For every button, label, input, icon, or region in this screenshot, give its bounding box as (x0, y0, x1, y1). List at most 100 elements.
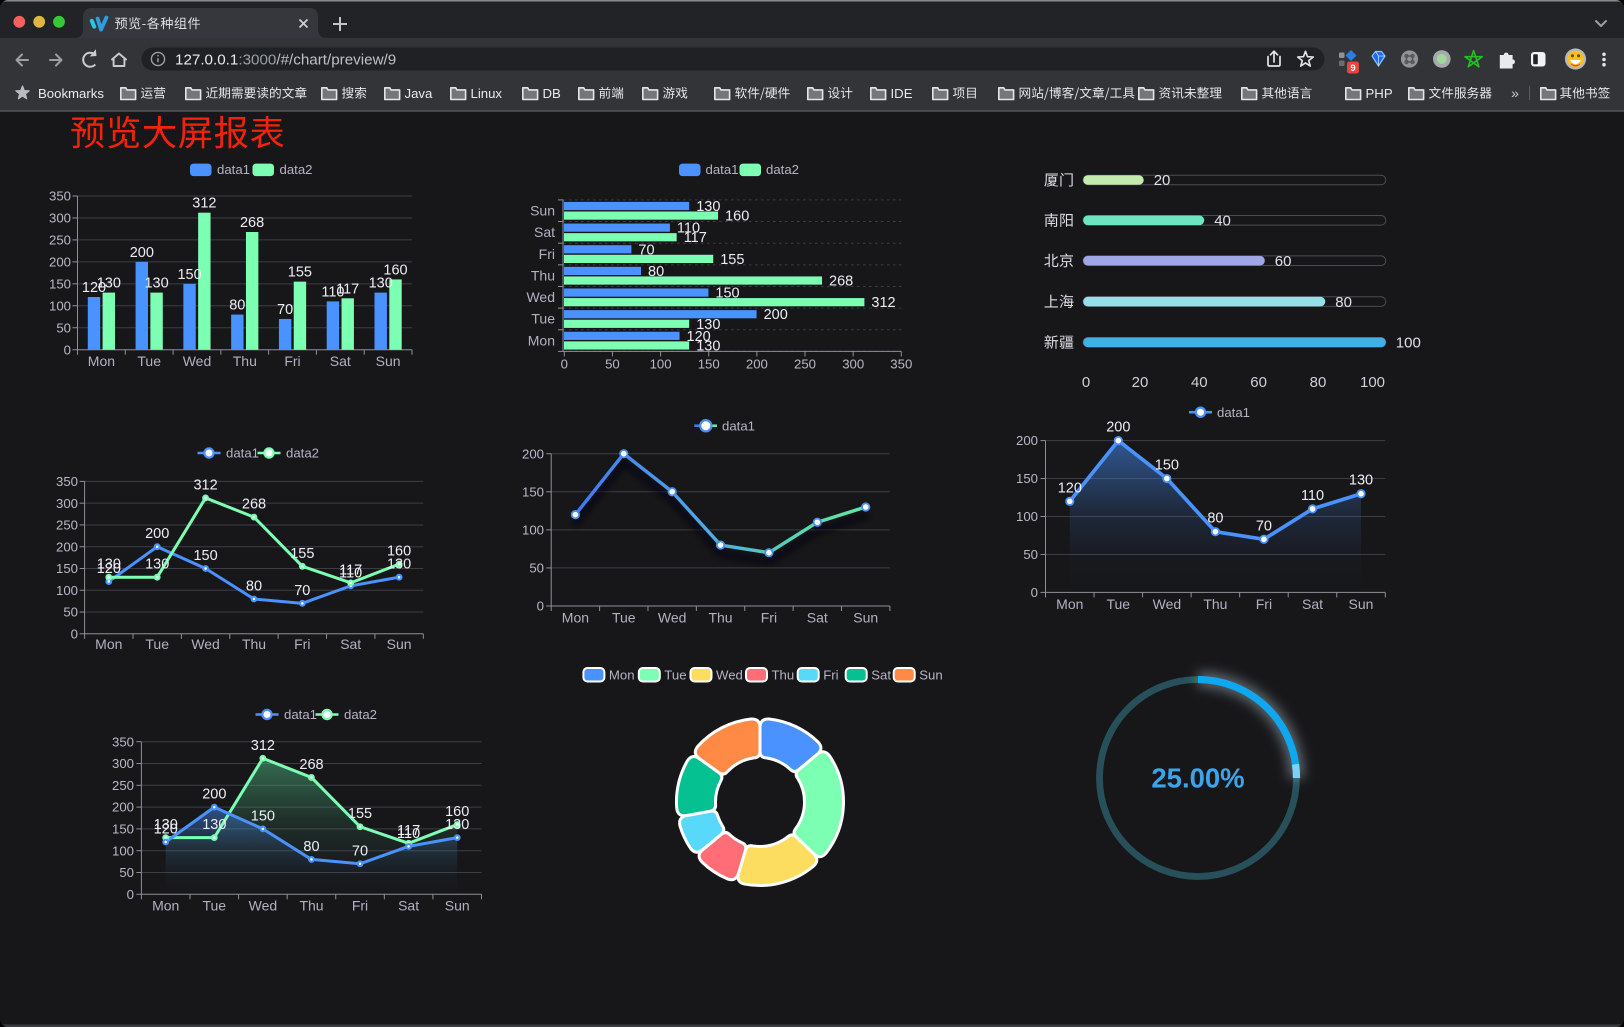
svg-text:130: 130 (696, 317, 720, 333)
svg-text:120: 120 (687, 329, 711, 345)
svg-text:150: 150 (193, 548, 217, 564)
svg-text:Thu: Thu (233, 353, 257, 369)
svg-text:312: 312 (251, 738, 275, 754)
svg-text:Fri: Fri (539, 246, 555, 262)
svg-text:60: 60 (1275, 253, 1292, 270)
svg-text:300: 300 (842, 356, 864, 371)
svg-text:150: 150 (177, 267, 201, 283)
svg-text:Wed: Wed (1153, 596, 1182, 612)
svg-text:70: 70 (638, 242, 654, 258)
svg-text:Sat: Sat (871, 667, 891, 682)
svg-text:160: 160 (725, 209, 749, 225)
svg-text:130: 130 (387, 557, 411, 573)
svg-text:250: 250 (56, 518, 78, 533)
svg-text:117: 117 (684, 230, 707, 246)
svg-text:Mon: Mon (88, 353, 115, 369)
svg-text:110: 110 (339, 565, 362, 581)
svg-text:0: 0 (1031, 585, 1038, 600)
svg-text:data1: data1 (217, 162, 250, 177)
svg-text:130: 130 (97, 557, 121, 573)
svg-text:200: 200 (145, 526, 169, 542)
svg-text:110: 110 (677, 221, 700, 237)
svg-text:Fri: Fri (1256, 596, 1272, 612)
svg-text:0: 0 (1082, 374, 1090, 391)
svg-text:120: 120 (82, 280, 106, 296)
svg-text:150: 150 (49, 276, 71, 291)
svg-text:100: 100 (522, 523, 544, 538)
svg-text:Fri: Fri (761, 610, 777, 626)
svg-text:80: 80 (303, 839, 319, 855)
svg-text:155: 155 (288, 265, 312, 281)
svg-text:Wed: Wed (249, 897, 278, 913)
svg-text:150: 150 (1155, 458, 1179, 474)
svg-text:312: 312 (871, 295, 895, 311)
svg-text:Wed: Wed (526, 289, 555, 305)
svg-text:Bookmarks: Bookmarks (38, 86, 104, 101)
svg-text:117: 117 (397, 823, 420, 839)
svg-text:50: 50 (56, 320, 71, 335)
svg-text:200: 200 (522, 446, 544, 461)
svg-text:Tue: Tue (137, 353, 161, 369)
svg-text:70: 70 (352, 843, 368, 859)
svg-text:Tue: Tue (664, 667, 686, 682)
svg-text:150: 150 (112, 822, 134, 837)
svg-text:0: 0 (64, 342, 71, 357)
svg-text:»: » (1511, 85, 1519, 101)
svg-text:Wed: Wed (716, 667, 743, 682)
svg-text:200: 200 (112, 800, 134, 815)
svg-text:130: 130 (154, 817, 178, 833)
svg-text:200: 200 (56, 539, 78, 554)
svg-text:150: 150 (715, 286, 739, 302)
svg-text:300: 300 (56, 496, 78, 511)
svg-text:50: 50 (63, 605, 78, 620)
svg-text:250: 250 (112, 778, 134, 793)
svg-text:Mon: Mon (528, 332, 555, 348)
svg-text:160: 160 (445, 804, 469, 820)
svg-text:0: 0 (537, 599, 544, 614)
svg-text:350: 350 (890, 356, 912, 371)
svg-text:Wed: Wed (658, 610, 687, 626)
svg-text:Java: Java (405, 86, 434, 101)
svg-text:200: 200 (130, 245, 154, 261)
svg-text:Sun: Sun (387, 636, 412, 652)
svg-text:50: 50 (119, 865, 134, 880)
svg-text:Thu: Thu (708, 610, 732, 626)
svg-text:200: 200 (202, 787, 226, 803)
svg-text:200: 200 (1106, 420, 1130, 436)
svg-text:268: 268 (299, 757, 323, 773)
svg-text:130: 130 (369, 276, 393, 292)
svg-text:117: 117 (336, 281, 359, 297)
svg-text:Sat: Sat (1302, 596, 1323, 612)
svg-text:Wed: Wed (191, 636, 220, 652)
svg-text:40: 40 (1191, 374, 1208, 391)
svg-text:Sun: Sun (919, 667, 942, 682)
svg-text:Tue: Tue (531, 311, 555, 327)
svg-text:130: 130 (696, 199, 720, 215)
svg-text:80: 80 (229, 298, 245, 314)
svg-text:130: 130 (696, 339, 720, 355)
svg-text:Linux: Linux (471, 86, 503, 101)
svg-text:150: 150 (522, 484, 544, 499)
svg-text:Sat: Sat (330, 353, 351, 369)
svg-text:Fri: Fri (823, 667, 838, 682)
svg-text:PHP: PHP (1366, 86, 1393, 101)
svg-text:Sun: Sun (376, 353, 401, 369)
svg-text:200: 200 (1016, 433, 1038, 448)
svg-text:60: 60 (1250, 374, 1267, 391)
svg-text:120: 120 (1058, 480, 1082, 496)
svg-text:200: 200 (746, 356, 768, 371)
svg-text:150: 150 (251, 808, 275, 824)
svg-text:100: 100 (650, 356, 672, 371)
svg-text:100: 100 (1396, 335, 1421, 352)
svg-text:110: 110 (1301, 488, 1324, 504)
svg-text:data2: data2 (766, 162, 799, 177)
svg-text:40: 40 (1214, 213, 1231, 230)
svg-text:268: 268 (240, 215, 264, 231)
svg-text:312: 312 (192, 196, 216, 212)
svg-text:Sat: Sat (807, 610, 828, 626)
svg-text:20: 20 (1132, 374, 1149, 391)
svg-text:Thu: Thu (772, 667, 795, 682)
svg-text:155: 155 (290, 546, 314, 562)
svg-text:80: 80 (648, 264, 664, 280)
svg-text:312: 312 (193, 477, 217, 493)
